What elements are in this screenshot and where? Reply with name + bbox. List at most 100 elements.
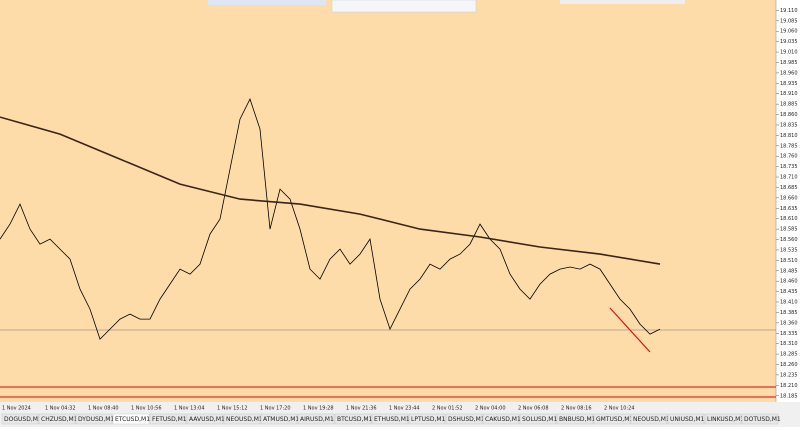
tab-label[interactable]: CHZUSD,M1	[41, 416, 78, 423]
y-tick-label: 18.510	[780, 258, 798, 264]
tab[interactable]	[704, 413, 742, 425]
y-tick-label: 18.710	[780, 175, 798, 181]
tab[interactable]	[112, 413, 150, 425]
x-tick-label: 1 Nov 21:36	[346, 406, 377, 412]
y-tick-label: 18.860	[780, 112, 798, 118]
tab-label[interactable]: BTCUSD,M1	[337, 416, 373, 423]
tab-label[interactable]: SOLUSD,M1	[522, 416, 557, 423]
y-tick-label: 18.185	[780, 393, 798, 399]
tab-label[interactable]: DOGUSD,M1	[4, 416, 42, 423]
y-tick-label: 18.810	[780, 133, 798, 139]
x-tick-label: 1 Nov 15:12	[217, 406, 248, 412]
tab[interactable]	[1, 413, 39, 425]
y-tick-label: 18.235	[780, 372, 798, 378]
y-tick-label: 18.960	[780, 70, 798, 76]
tab-label[interactable]: FETUSD,M1	[152, 416, 187, 423]
y-tick-label: 18.310	[780, 341, 798, 347]
tab-label[interactable]: UNIUSD,M1	[670, 416, 705, 423]
tab-label[interactable]: NEOUSD,M1	[226, 416, 263, 423]
y-tick-label: 19.060	[780, 29, 798, 35]
y-tick-label: 18.335	[780, 331, 798, 337]
y-tick-label: 19.085	[780, 18, 798, 24]
y-tick-label: 18.385	[780, 310, 798, 316]
tab[interactable]	[593, 413, 631, 425]
tab[interactable]	[223, 413, 261, 425]
panel	[560, 0, 685, 4]
y-tick-label: 18.835	[780, 122, 798, 128]
tab[interactable]	[260, 413, 298, 425]
tab[interactable]	[482, 413, 520, 425]
x-tick-label: 1 Nov 04:32	[45, 406, 76, 412]
tab-label[interactable]: LINKUSD,M1	[707, 416, 744, 423]
x-tick-label: 1 Nov 10:56	[131, 406, 162, 412]
tab[interactable]	[38, 413, 76, 425]
tab[interactable]	[75, 413, 113, 425]
y-tick-label: 18.210	[780, 383, 798, 389]
x-tick-label: 1 Nov 19:28	[303, 406, 334, 412]
tab-label[interactable]: NEOUSD,M1	[633, 416, 670, 423]
tab-label[interactable]: DOTUSD,M1	[744, 416, 781, 423]
tab[interactable]	[519, 413, 557, 425]
x-tick-label: 2 Nov 10:24	[604, 406, 635, 412]
toolbar[interactable]	[208, 0, 326, 5]
x-tick-label: 1 Nov 08:40	[88, 406, 119, 412]
tab[interactable]	[149, 413, 187, 425]
y-tick-label: 18.560	[780, 237, 798, 243]
tab-label[interactable]: ETHUSD,M1	[374, 416, 410, 423]
tab[interactable]	[186, 413, 224, 425]
y-tick-label: 18.685	[780, 185, 798, 191]
tab-label[interactable]: DSHUSD,M1	[448, 416, 485, 423]
tab[interactable]	[297, 413, 335, 425]
tab[interactable]	[741, 413, 779, 425]
tab-label[interactable]: BNBUSD,M1	[559, 416, 596, 423]
x-tick-label: 1 Nov 17:20	[260, 406, 291, 412]
series-line	[0, 98, 661, 340]
x-tick-label: 2 Nov 06:08	[518, 406, 549, 412]
y-tick-label: 18.535	[780, 247, 798, 253]
tab[interactable]	[667, 413, 705, 425]
x-tick-label: 1 Nov 2024	[2, 406, 31, 412]
x-tick-label: 2 Nov 08:16	[561, 406, 592, 412]
tab[interactable]	[408, 413, 446, 425]
tab-label[interactable]: ETCUSD,M1	[115, 416, 150, 423]
tab[interactable]	[630, 413, 668, 425]
y-tick-label: 18.460	[780, 279, 798, 285]
y-tick-label: 18.485	[780, 268, 798, 274]
y-tick-label: 18.885	[780, 102, 798, 108]
tab[interactable]	[334, 413, 372, 425]
y-tick-label: 18.760	[780, 154, 798, 160]
tab-label[interactable]: LPTUSD,M1	[411, 416, 446, 423]
x-tick-label: 2 Nov 01:52	[432, 406, 463, 412]
tab-label[interactable]: CAKUSD,M1	[485, 416, 521, 423]
x-tick-label: 1 Nov 13:04	[174, 406, 205, 412]
y-tick-label: 19.035	[780, 39, 798, 45]
tab-label[interactable]: AIRUSD,M1	[300, 416, 334, 423]
tab-label[interactable]: AAVUSD,M1	[189, 416, 225, 423]
series-line	[0, 116, 661, 265]
toolbar[interactable]	[331, 0, 477, 13]
tab[interactable]	[371, 413, 409, 425]
price-axis	[776, 0, 800, 402]
y-tick-label: 18.585	[780, 227, 798, 233]
y-tick-label: 18.785	[780, 143, 798, 149]
plot-area	[0, 0, 776, 402]
y-tick-label: 18.410	[780, 300, 798, 306]
y-tick-label: 18.735	[780, 164, 798, 170]
x-tick-label: 1 Nov 23:44	[389, 406, 420, 412]
y-tick-label: 18.610	[780, 216, 798, 222]
y-tick-label: 18.360	[780, 320, 798, 326]
y-tick-label: 18.635	[780, 206, 798, 212]
y-tick-label: 18.985	[780, 60, 798, 66]
tab[interactable]	[445, 413, 483, 425]
tab-label[interactable]: DYDUSD,M1	[78, 416, 114, 423]
tab-label[interactable]: GMTUSD,M1	[596, 416, 633, 423]
y-tick-label: 19.110	[780, 8, 798, 14]
tab-label[interactable]: ATMUSD,M1	[263, 416, 299, 423]
tab[interactable]	[556, 413, 594, 425]
y-tick-label: 18.935	[780, 81, 798, 87]
x-tick-label: 2 Nov 04:00	[475, 406, 506, 412]
y-tick-label: 18.260	[780, 362, 798, 368]
y-tick-label: 18.910	[780, 91, 798, 97]
y-tick-label: 18.660	[780, 195, 798, 201]
